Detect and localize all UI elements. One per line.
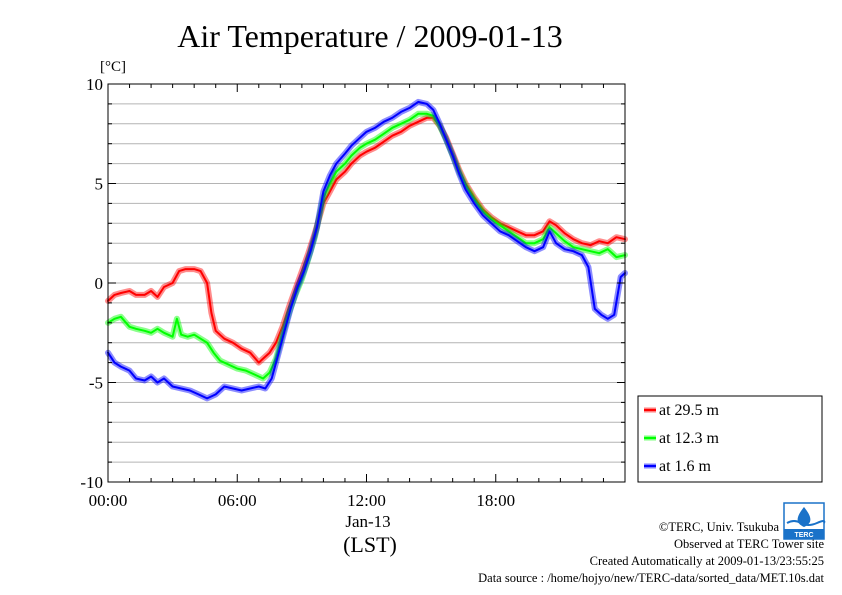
- y-tick-label: 0: [95, 274, 104, 293]
- footer-source: Data source : /home/hojyo/new/TERC-data/…: [478, 571, 824, 585]
- y-tick-label: -10: [80, 473, 103, 492]
- series-line-2: [107, 100, 626, 400]
- grid-lines: [108, 103, 625, 463]
- plot-area: [105, 83, 628, 483]
- legend-box: [637, 395, 823, 483]
- legend-label: at 1.6 m: [659, 458, 712, 475]
- series-line-1: [107, 112, 626, 380]
- y-tick-label: -5: [89, 374, 103, 393]
- x-tick-label: 06:00: [218, 491, 257, 510]
- legend-label: at 29.5 m: [659, 402, 720, 419]
- y-tick-label: 10: [86, 75, 103, 94]
- terc-logo-icon: TERC: [783, 502, 826, 540]
- x-axis-title: (LST): [343, 532, 397, 557]
- y-axis-unit-label: [°C]: [100, 59, 126, 75]
- y-tick-label: 5: [95, 175, 104, 194]
- chart-title: Air Temperature / 2009-01-13: [177, 18, 563, 54]
- legend: at 29.5 m at 12.3 m at 1.6 m: [637, 395, 823, 483]
- x-axis-date-label: Jan-13: [345, 512, 390, 531]
- x-axis-tick-labels: 00:00 06:00 12:00 18:00: [89, 491, 515, 510]
- footer-observed: Observed at TERC Tower site: [674, 537, 824, 551]
- legend-label: at 12.3 m: [659, 430, 720, 447]
- y-axis-tick-labels: 10 5 0 -5 -10: [80, 75, 103, 492]
- x-tick-label: 12:00: [347, 491, 386, 510]
- logo-wave: [786, 520, 826, 526]
- x-tick-label: 00:00: [89, 491, 128, 510]
- x-tick-label: 18:00: [476, 491, 515, 510]
- logo-band: [784, 529, 824, 539]
- axis-ticks: [107, 83, 626, 483]
- footer-copyright: ©TERC, Univ. Tsukuba: [659, 520, 780, 534]
- legend-items: at 29.5 m at 12.3 m at 1.6 m: [644, 402, 720, 475]
- data-series: [105, 98, 628, 402]
- series-line-0: [107, 116, 626, 364]
- logo-text: TERC: [794, 532, 813, 539]
- footer-created: Created Automatically at 2009-01-13/23:5…: [590, 554, 824, 568]
